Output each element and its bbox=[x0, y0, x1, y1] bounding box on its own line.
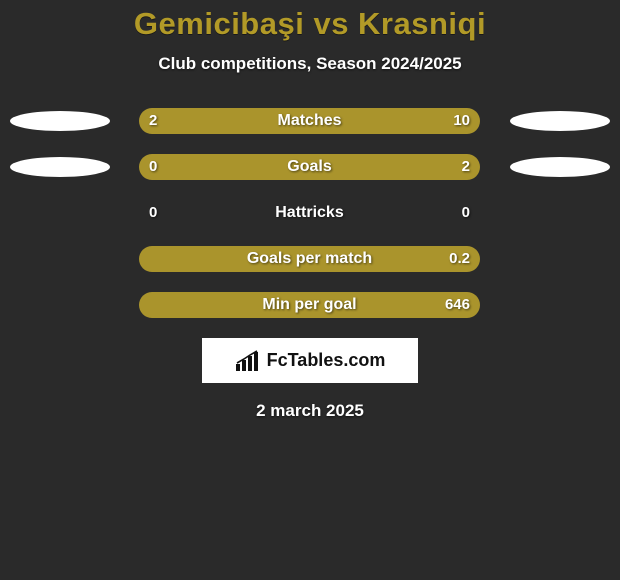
stat-row: 0 Goals 2 bbox=[0, 154, 620, 180]
stat-label: Min per goal bbox=[139, 292, 480, 318]
stat-label: Matches bbox=[139, 108, 480, 134]
match-date: 2 march 2025 bbox=[0, 401, 620, 421]
brand-logo-box: FcTables.com bbox=[202, 338, 418, 383]
stat-right-value: 10 bbox=[453, 108, 470, 134]
stat-bar: Goals per match 0.2 bbox=[139, 246, 480, 272]
stat-label: Goals per match bbox=[139, 246, 480, 272]
stat-bar: Min per goal 646 bbox=[139, 292, 480, 318]
brand-text: FcTables.com bbox=[267, 350, 386, 371]
stat-bar: 2 Matches 10 bbox=[139, 108, 480, 134]
player-left-marker bbox=[10, 157, 110, 177]
stat-right-value: 0 bbox=[462, 200, 470, 226]
brand-logo: FcTables.com bbox=[235, 350, 386, 372]
stat-right-value: 646 bbox=[445, 292, 470, 318]
stat-right-value: 2 bbox=[462, 154, 470, 180]
page-title: Gemicibaşi vs Krasniqi bbox=[0, 0, 620, 48]
stat-label: Goals bbox=[139, 154, 480, 180]
h2h-rows: 2 Matches 10 0 Goals 2 0 bbox=[0, 108, 620, 318]
stat-row: Goals per match 0.2 bbox=[0, 246, 620, 272]
page-root: Gemicibaşi vs Krasniqi Club competitions… bbox=[0, 0, 620, 580]
stat-bar: 0 Hattricks 0 bbox=[139, 200, 480, 226]
stat-row: 0 Hattricks 0 bbox=[0, 200, 620, 226]
bar-chart-icon bbox=[235, 350, 261, 372]
stat-row: 2 Matches 10 bbox=[0, 108, 620, 134]
stat-label: Hattricks bbox=[139, 200, 480, 226]
player-right-marker bbox=[510, 157, 610, 177]
page-subtitle: Club competitions, Season 2024/2025 bbox=[0, 54, 620, 74]
player-left-marker bbox=[10, 111, 110, 131]
stat-bar: 0 Goals 2 bbox=[139, 154, 480, 180]
stat-right-value: 0.2 bbox=[449, 246, 470, 272]
player-right-marker bbox=[510, 111, 610, 131]
stat-row: Min per goal 646 bbox=[0, 292, 620, 318]
